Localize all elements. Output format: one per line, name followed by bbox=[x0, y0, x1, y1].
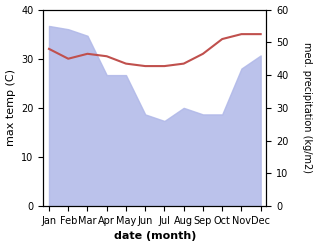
X-axis label: date (month): date (month) bbox=[114, 231, 196, 242]
Y-axis label: max temp (C): max temp (C) bbox=[5, 69, 16, 146]
Y-axis label: med. precipitation (kg/m2): med. precipitation (kg/m2) bbox=[302, 42, 313, 173]
